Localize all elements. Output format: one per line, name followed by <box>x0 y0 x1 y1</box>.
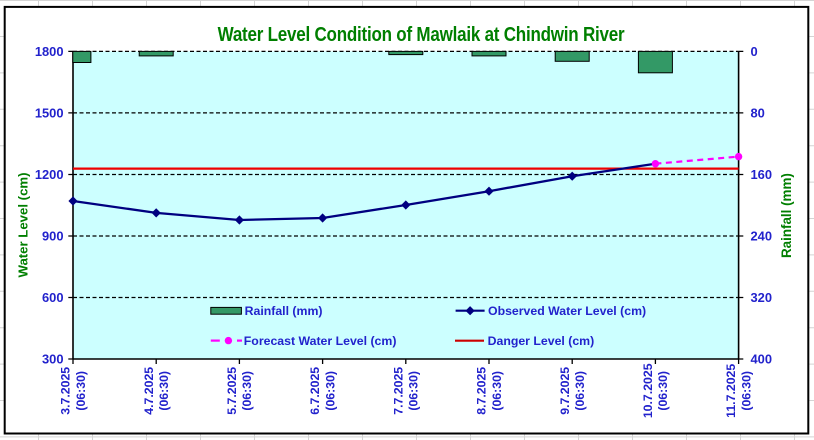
svg-text:10.7.2025: 10.7.2025 <box>641 363 655 418</box>
svg-text:1800: 1800 <box>35 44 64 59</box>
svg-text:4.7.2025: 4.7.2025 <box>142 367 156 415</box>
svg-text:1200: 1200 <box>35 167 64 182</box>
svg-text:Observed Water Level (cm): Observed Water Level (cm) <box>488 304 646 318</box>
svg-text:8.7.2025: 8.7.2025 <box>475 367 489 415</box>
svg-text:(06:30): (06:30) <box>240 371 254 411</box>
svg-text:80: 80 <box>751 105 765 120</box>
svg-text:Water Level (cm): Water Level (cm) <box>16 172 31 277</box>
svg-text:(06:30): (06:30) <box>573 371 587 411</box>
svg-text:300: 300 <box>42 351 64 366</box>
svg-text:(06:30): (06:30) <box>323 371 337 411</box>
svg-text:1500: 1500 <box>35 105 64 120</box>
svg-text:240: 240 <box>751 228 773 243</box>
svg-text:Forecast Water Level (cm): Forecast Water Level (cm) <box>244 334 397 348</box>
svg-text:320: 320 <box>751 290 773 305</box>
svg-text:600: 600 <box>42 290 64 305</box>
svg-text:900: 900 <box>42 228 64 243</box>
svg-text:(06:30): (06:30) <box>157 371 171 411</box>
svg-text:(06:30): (06:30) <box>656 371 670 411</box>
svg-text:Water Level Condition of Mawla: Water Level Condition of Mawlaik at Chin… <box>218 23 625 46</box>
svg-text:6.7.2025: 6.7.2025 <box>308 367 322 415</box>
svg-text:Danger Level (cm): Danger Level (cm) <box>488 334 595 348</box>
svg-text:(06:30): (06:30) <box>407 371 421 411</box>
svg-text:9.7.2025: 9.7.2025 <box>558 367 572 415</box>
svg-text:5.7.2025: 5.7.2025 <box>225 367 239 415</box>
svg-text:Rainfall (mm): Rainfall (mm) <box>245 304 323 318</box>
svg-text:11.7.2025: 11.7.2025 <box>724 364 738 418</box>
svg-text:Rainfall (mm): Rainfall (mm) <box>779 173 794 258</box>
svg-text:160: 160 <box>751 167 773 182</box>
svg-text:(06:30): (06:30) <box>74 371 88 411</box>
svg-text:3.7.2025: 3.7.2025 <box>59 367 73 415</box>
svg-text:0: 0 <box>751 44 758 59</box>
svg-text:7.7.2025: 7.7.2025 <box>391 367 405 415</box>
svg-text:(06:30): (06:30) <box>739 371 753 411</box>
svg-text:400: 400 <box>751 351 773 366</box>
svg-text:(06:30): (06:30) <box>490 371 504 411</box>
